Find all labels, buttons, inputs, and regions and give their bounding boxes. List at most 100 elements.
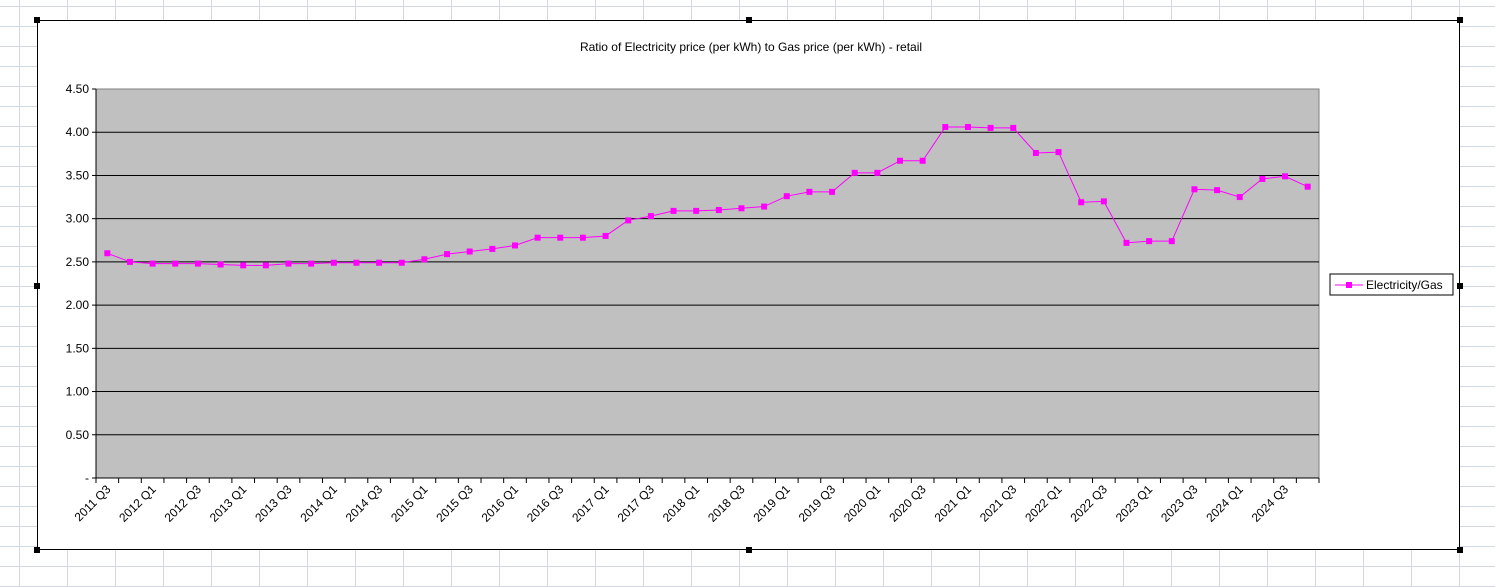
- data-point: [353, 259, 360, 266]
- data-point: [308, 260, 315, 267]
- data-point: [1146, 238, 1153, 245]
- data-point: [783, 193, 790, 200]
- data-point: [489, 245, 496, 252]
- x-tick-label: 2013 Q3: [252, 482, 295, 525]
- x-tick-label: 2018 Q3: [705, 482, 748, 525]
- resize-handle[interactable]: [746, 17, 752, 23]
- resize-handle[interactable]: [1457, 17, 1463, 23]
- data-point: [194, 260, 201, 267]
- data-point: [511, 242, 518, 249]
- data-point: [1123, 239, 1130, 246]
- x-tick-label: 2021 Q3: [977, 482, 1020, 525]
- data-point: [1010, 124, 1017, 131]
- plot-area: [95, 88, 1320, 479]
- data-point: [964, 124, 971, 131]
- resize-handle[interactable]: [34, 547, 40, 553]
- data-point: [104, 250, 111, 257]
- data-point: [693, 207, 700, 214]
- x-tick-label: 2020 Q1: [841, 482, 884, 525]
- data-point: [1100, 198, 1107, 205]
- data-point: [1259, 175, 1266, 182]
- x-tick-label: 2012 Q3: [162, 482, 205, 525]
- data-point: [851, 169, 858, 176]
- x-tick-label: 2023 Q3: [1158, 482, 1201, 525]
- data-point: [466, 248, 473, 255]
- resize-handle[interactable]: [34, 283, 40, 289]
- data-point: [398, 259, 405, 266]
- data-point: [625, 217, 632, 224]
- x-tick-label: 2022 Q3: [1068, 482, 1111, 525]
- data-point: [1236, 194, 1243, 201]
- y-tick-label: 3.50: [66, 168, 90, 182]
- y-tick-label: 2.50: [66, 255, 90, 269]
- data-point: [738, 205, 745, 212]
- resize-handle[interactable]: [746, 547, 752, 553]
- data-point: [330, 259, 337, 266]
- x-tick-label: 2015 Q3: [433, 482, 476, 525]
- data-point: [262, 262, 269, 269]
- y-tick-label: 0.50: [66, 428, 90, 442]
- data-point: [1191, 186, 1198, 193]
- data-point: [579, 234, 586, 241]
- data-point: [217, 261, 224, 268]
- data-point: [602, 232, 609, 239]
- data-point: [1282, 173, 1289, 180]
- data-point: [919, 157, 926, 164]
- x-tick-label: 2014 Q3: [343, 482, 386, 525]
- data-point: [987, 124, 994, 131]
- series-line: [107, 126, 1308, 266]
- x-tick-label: 2012 Q1: [116, 482, 159, 525]
- y-tick-label: 4.50: [66, 82, 90, 96]
- data-point: [670, 207, 677, 214]
- data-point: [240, 262, 247, 269]
- x-tick-label: 2016 Q3: [524, 482, 567, 525]
- data-point: [1304, 183, 1311, 190]
- resize-handle[interactable]: [34, 17, 40, 23]
- data-point: [557, 234, 564, 241]
- data-point: [285, 260, 292, 267]
- data-point: [1214, 187, 1221, 194]
- data-point: [874, 169, 881, 176]
- resize-handle[interactable]: [1457, 547, 1463, 553]
- y-tick-label: -: [85, 471, 89, 485]
- data-point: [829, 188, 836, 195]
- data-point: [1168, 238, 1175, 245]
- y-tick-label: 3.00: [66, 212, 90, 226]
- x-tick-label: 2021 Q1: [932, 482, 975, 525]
- data-point: [534, 234, 541, 241]
- y-tick-label: 1.00: [66, 385, 90, 399]
- x-tick-label: 2018 Q1: [660, 482, 703, 525]
- legend-box: [1329, 273, 1454, 296]
- x-tick-label: 2015 Q1: [388, 482, 431, 525]
- data-point: [647, 213, 654, 220]
- data-point: [715, 207, 722, 214]
- x-tick-label: 2024 Q3: [1249, 482, 1292, 525]
- data-point: [172, 260, 179, 267]
- x-tick-label: 2022 Q1: [1022, 482, 1065, 525]
- chart-title: Ratio of Electricity price (per kWh) to …: [580, 40, 922, 54]
- x-tick-label: 2017 Q1: [569, 482, 612, 525]
- data-point: [897, 157, 904, 164]
- legend-label: Electricity/Gas: [1366, 278, 1443, 292]
- data-point: [444, 251, 451, 258]
- x-tick-label: 2016 Q1: [479, 482, 522, 525]
- data-point: [421, 256, 428, 263]
- resize-handle[interactable]: [1457, 283, 1463, 289]
- data-point: [942, 124, 949, 131]
- x-tick-label: 2017 Q3: [615, 482, 658, 525]
- x-tick-label: 2011 Q3: [72, 482, 114, 524]
- data-point: [1055, 149, 1062, 156]
- data-point: [126, 258, 133, 265]
- x-tick-label: 2019 Q3: [796, 482, 839, 525]
- x-tick-label: 2013 Q1: [207, 482, 250, 525]
- chart-object[interactable]: Ratio of Electricity price (per kWh) to …: [34, 17, 1463, 553]
- data-point: [761, 203, 768, 210]
- x-tick-label: 2024 Q1: [1203, 482, 1246, 525]
- data-point: [1078, 199, 1085, 206]
- x-tick-label: 2019 Q1: [750, 482, 793, 525]
- x-tick-label: 2014 Q1: [297, 482, 340, 525]
- data-point: [1032, 149, 1039, 156]
- y-tick-label: 4.00: [66, 125, 90, 139]
- x-tick-label: 2023 Q1: [1113, 482, 1156, 525]
- legend[interactable]: Electricity/Gas: [1329, 273, 1454, 296]
